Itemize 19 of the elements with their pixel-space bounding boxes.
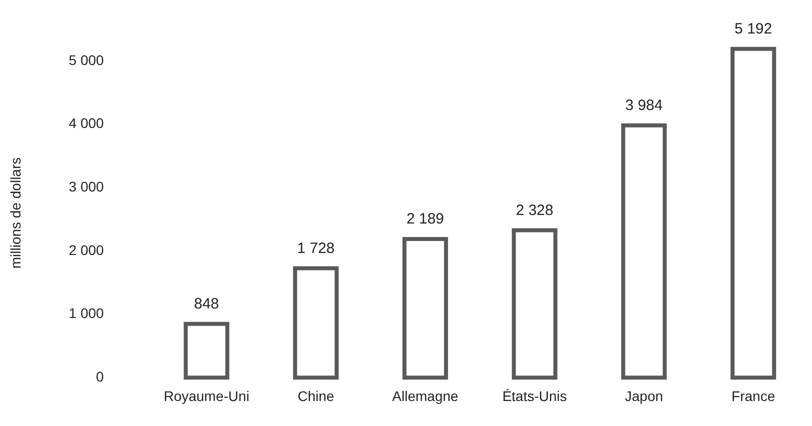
x-tick-label: France <box>732 388 776 404</box>
y-tick-label: 0 <box>96 368 104 384</box>
data-label: 2 328 <box>516 202 554 219</box>
x-tick-label: Royaume-Uni <box>164 388 250 404</box>
data-label: 5 192 <box>734 20 772 38</box>
x-tick-label: Japon <box>624 388 664 404</box>
x-tick-label: États-Unis <box>502 388 567 404</box>
x-tick-label: Allemagne <box>392 388 459 404</box>
y-tick-label: 5 000 <box>68 52 104 68</box>
data-label: 848 <box>194 296 220 313</box>
y-tick-label: 4 000 <box>68 115 104 132</box>
data-label: 2 189 <box>406 210 444 228</box>
data-label: 3 984 <box>625 97 663 114</box>
data-label: 1 728 <box>297 240 335 257</box>
y-tick-label: 3 000 <box>68 178 104 195</box>
y-tick-label: 1 000 <box>68 305 104 322</box>
y-axis-title: millions de dollars <box>7 157 24 269</box>
y-tick-label: 2 000 <box>68 242 104 258</box>
x-tick-label: Chine <box>298 388 334 404</box>
